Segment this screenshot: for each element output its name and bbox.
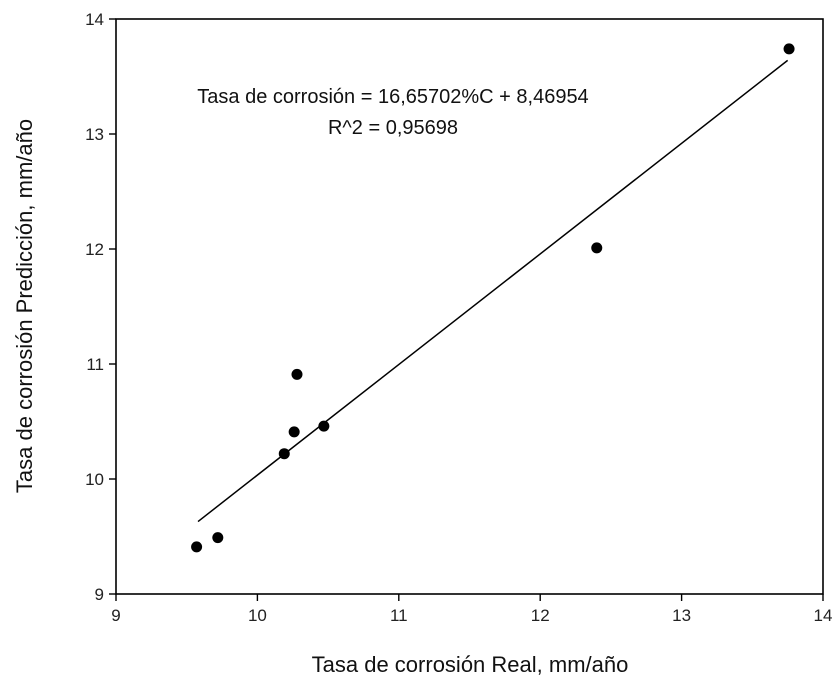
- y-tick-label: 9: [95, 585, 104, 604]
- regression-line-group: [197, 59, 789, 523]
- x-tick-label: 13: [672, 606, 691, 625]
- y-tick-label: 11: [86, 355, 104, 374]
- x-axis-ticks: 9 10 11 12 13 14: [111, 594, 832, 625]
- y-tick-label: 14: [85, 10, 104, 29]
- x-tick-label: 12: [531, 606, 550, 625]
- data-point: [278, 448, 290, 460]
- plot-area-frame: [115, 18, 824, 595]
- y-tick-label: 12: [85, 240, 104, 259]
- data-points: [191, 43, 795, 553]
- regression-line: [197, 59, 789, 523]
- data-point: [212, 532, 224, 544]
- y-tick-label: 13: [85, 125, 104, 144]
- y-axis-title: Tasa de corrosión Predicción, mm/año: [12, 119, 37, 493]
- x-axis-title: Tasa de corrosión Real, mm/año: [312, 652, 629, 677]
- y-tick-label: 10: [85, 470, 104, 489]
- data-point: [291, 368, 303, 380]
- data-point: [288, 426, 300, 438]
- data-point: [318, 420, 330, 432]
- equation-annotation: Tasa de corrosión = 16,65702%C + 8,46954: [197, 86, 588, 108]
- data-point: [783, 43, 795, 55]
- x-tick-label: 10: [248, 606, 267, 625]
- x-tick-label: 11: [390, 606, 408, 625]
- r-squared-annotation: R^2 = 0,95698: [328, 117, 458, 139]
- y-axis-ticks: 9 10 11 12 13 14: [85, 10, 116, 604]
- x-tick-label: 14: [814, 606, 833, 625]
- data-point: [591, 242, 603, 254]
- data-point: [191, 541, 203, 553]
- x-tick-label: 9: [111, 606, 120, 625]
